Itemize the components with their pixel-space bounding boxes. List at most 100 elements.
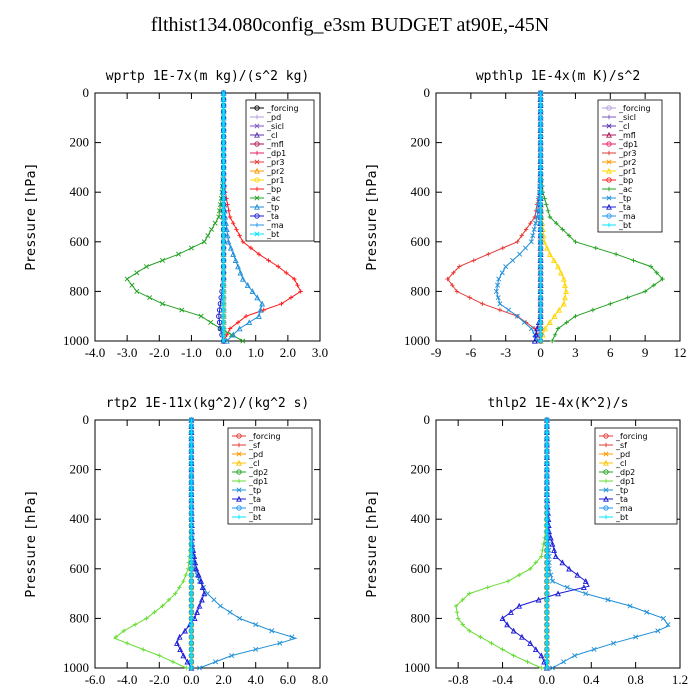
data-point	[221, 133, 227, 139]
data-point	[221, 109, 227, 115]
data-point	[227, 244, 234, 251]
data-point	[538, 283, 543, 288]
data-point	[189, 641, 194, 646]
legend-marker	[254, 131, 260, 138]
data-point	[549, 540, 556, 547]
data-point	[654, 270, 659, 275]
data-point	[533, 220, 539, 226]
data-point	[189, 529, 194, 534]
legend-entry: _tp	[266, 203, 279, 212]
data-point	[460, 597, 465, 602]
data-point	[544, 424, 550, 429]
data-point	[538, 264, 543, 269]
x-tick-label: -0.4	[492, 672, 513, 687]
data-point	[544, 560, 550, 565]
data-point	[201, 590, 208, 597]
data-point	[189, 647, 194, 652]
legend-marker	[236, 442, 242, 448]
data-point	[608, 301, 613, 306]
y-axis-label: Pressure [hPa]	[365, 163, 380, 270]
panel-title: wprtp 1E-7x(m kg)/(s^2 kg)	[106, 69, 310, 84]
data-point	[467, 295, 472, 300]
data-point	[189, 628, 194, 633]
legend-entry: _pr1	[266, 176, 284, 185]
data-point	[538, 326, 543, 331]
legend-marker	[236, 469, 242, 475]
data-point	[519, 633, 525, 640]
data-point	[189, 492, 194, 497]
data-point	[564, 584, 570, 590]
y-tick-label: 400	[70, 184, 90, 199]
y-tick-label: 400	[411, 511, 431, 526]
legend-marker	[254, 177, 260, 183]
legend-entry: _bp	[618, 176, 633, 185]
legend-entry: _dp1	[266, 149, 286, 158]
data-point	[544, 244, 550, 251]
legend-entry: _cl	[266, 131, 278, 140]
legend-entry: _tp	[248, 486, 261, 495]
data-point	[532, 214, 537, 220]
legend: _forcing_sicl_cl_mfl_dp1_pr3_pr2_pr1_bp_…	[597, 99, 663, 233]
data-point	[180, 652, 187, 659]
data-point	[221, 152, 227, 158]
data-point	[562, 281, 568, 288]
data-point	[237, 233, 242, 238]
legend-marker	[603, 478, 609, 484]
data-point	[176, 251, 182, 257]
legend-entry: _ma	[248, 504, 266, 513]
series-line-pr3	[446, 93, 542, 342]
data-point	[221, 127, 227, 133]
legend-marker	[236, 478, 242, 484]
data-point	[189, 455, 194, 460]
data-point	[221, 195, 227, 201]
legend-entry: _bt	[248, 513, 261, 522]
x-tick-label: 0	[537, 345, 544, 360]
data-point	[544, 566, 550, 571]
x-tick-label: 9	[642, 345, 649, 360]
data-point	[276, 264, 281, 269]
legend-entry: _pd	[615, 450, 630, 459]
x-tick-label: 3	[572, 345, 579, 360]
legend-marker	[254, 105, 260, 111]
x-tick-label: -1.0	[181, 345, 202, 360]
data-point	[544, 510, 550, 516]
data-point	[141, 647, 146, 652]
data-point	[295, 283, 300, 288]
data-point	[144, 616, 149, 621]
data-point	[544, 591, 550, 596]
legend-marker	[254, 167, 260, 174]
data-point	[516, 602, 523, 609]
data-point	[497, 307, 503, 313]
data-point	[507, 608, 514, 615]
data-point	[497, 301, 503, 307]
data-point	[221, 338, 227, 344]
data-point	[277, 640, 283, 646]
data-point	[531, 337, 538, 344]
data-point	[533, 560, 539, 565]
data-point	[183, 572, 189, 578]
page-title: flthist134.080config_e3sm BUDGET at90E,-…	[150, 14, 550, 36]
data-point	[224, 232, 231, 239]
data-point	[549, 665, 555, 671]
data-point	[493, 288, 499, 294]
data-point	[454, 610, 460, 615]
data-point	[189, 473, 194, 478]
data-point	[572, 653, 578, 659]
legend-entry: _sf	[248, 441, 260, 450]
data-point	[221, 326, 227, 332]
data-point	[544, 535, 550, 540]
legend-marker	[236, 505, 242, 511]
data-point	[232, 257, 239, 264]
data-point	[253, 622, 259, 628]
legend-marker	[254, 141, 260, 147]
data-point	[221, 121, 227, 127]
legend-entry: _ta	[618, 203, 631, 212]
data-point	[229, 653, 235, 659]
legend-marker	[254, 195, 260, 201]
data-point	[538, 320, 543, 325]
x-tick-label: 0.8	[628, 672, 644, 687]
data-point	[221, 214, 227, 220]
data-point	[221, 233, 227, 239]
legend-entry: _ta	[248, 495, 261, 504]
